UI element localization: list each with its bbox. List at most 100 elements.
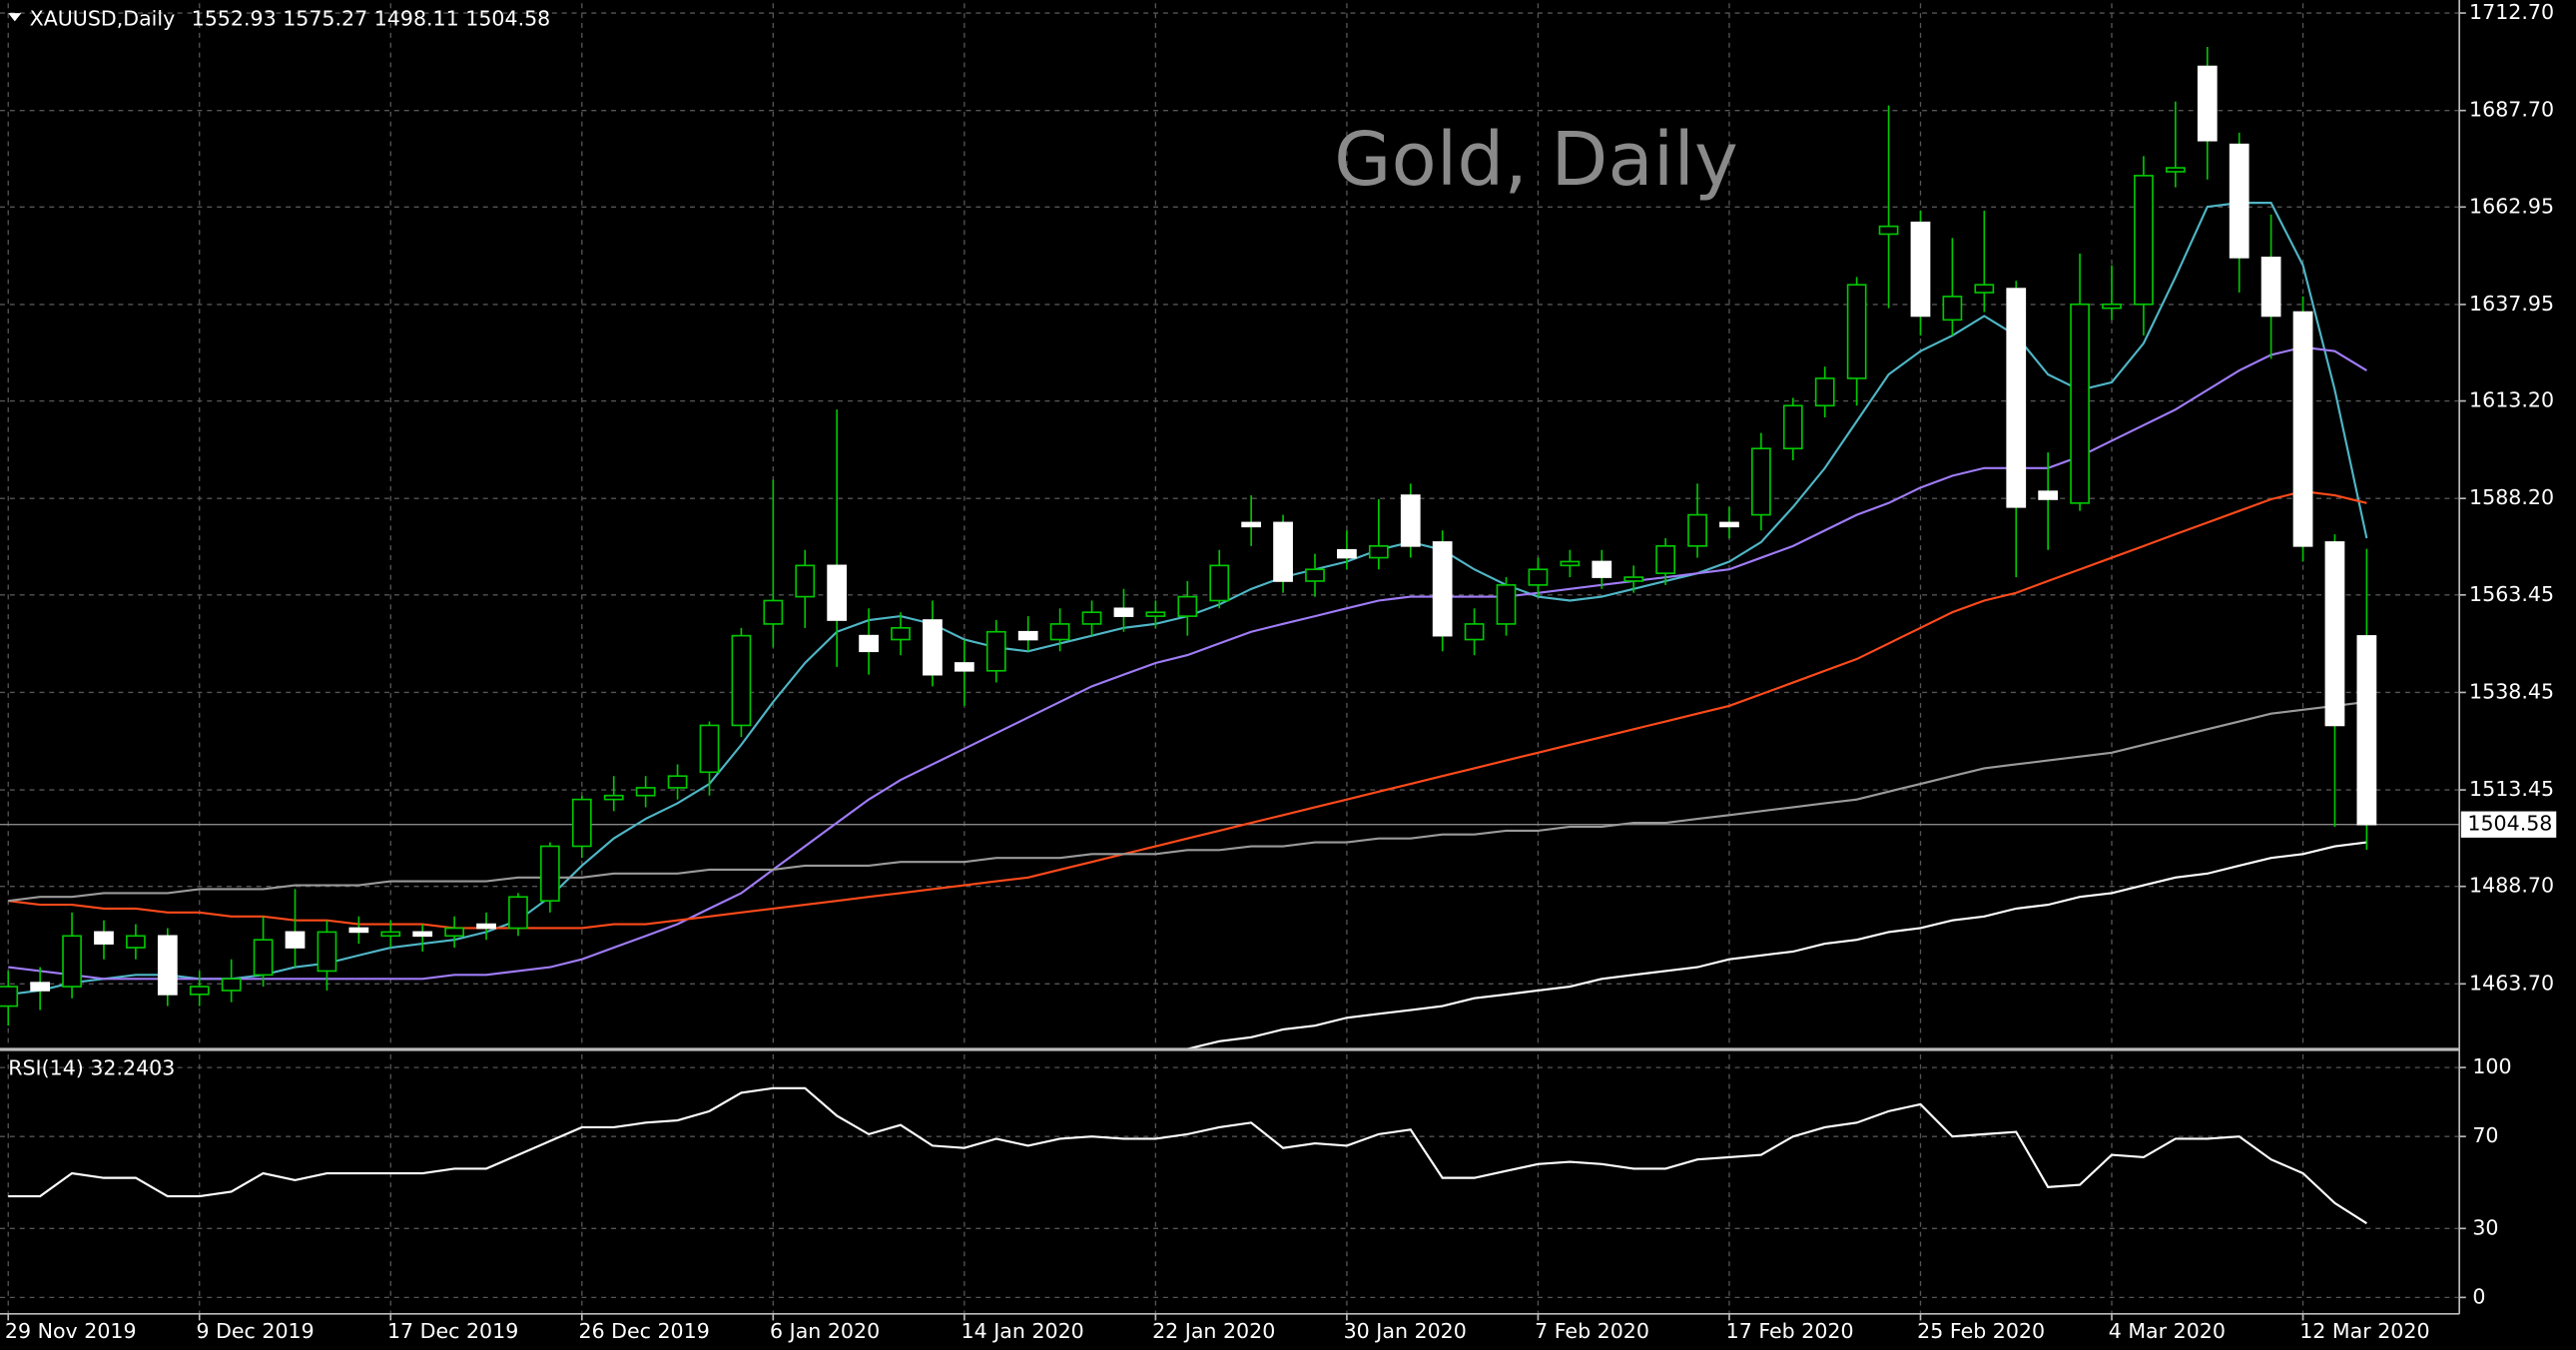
x-tick-label: 25 Feb 2020 [1917, 1319, 2045, 1343]
rsi-tick-label: 30 [2472, 1215, 2498, 1239]
candle-body [1687, 513, 1707, 547]
candle-body [1177, 595, 1198, 617]
candle-body [1017, 630, 1038, 641]
candle-body [1145, 611, 1166, 617]
candle-body [1337, 548, 1357, 559]
candle-body [1305, 568, 1325, 582]
moving-average [1187, 841, 2367, 1050]
y-tick-label: 1513.45 [2469, 777, 2554, 801]
high: 1575.27 [283, 7, 367, 31]
moving-average [8, 345, 2367, 981]
candle-body [253, 939, 274, 977]
candle-body [1751, 447, 1771, 516]
candle-body [1113, 607, 1134, 617]
rsi-label: RSI(14) [8, 1056, 84, 1080]
x-tick-label: 12 Mar 2020 [2299, 1319, 2429, 1343]
rsi-tick-label: 0 [2472, 1284, 2485, 1308]
candle-body [540, 845, 560, 902]
x-tick-label: 4 Mar 2020 [2109, 1319, 2226, 1343]
y-tick-label: 1588.20 [2469, 485, 2554, 509]
y-tick-label: 1463.70 [2469, 971, 2554, 995]
candle-body [1049, 623, 1070, 641]
candle-body [221, 978, 242, 992]
candle-body [1400, 494, 1421, 547]
candle-body [508, 896, 528, 930]
candle-body [0, 986, 19, 1008]
candle-body [731, 634, 752, 727]
candle-body [2134, 175, 2154, 306]
rsi-tick-label: 70 [2472, 1123, 2498, 1147]
candle-body [2006, 288, 2027, 508]
candle-body [2165, 167, 2186, 173]
candle-body [285, 931, 306, 949]
candle-body [126, 935, 146, 949]
low: 1498.11 [374, 7, 459, 31]
rsi-value: 32.2403 [90, 1056, 175, 1080]
candle-body [2324, 541, 2345, 727]
candle-body [1528, 568, 1549, 586]
candle-body [603, 794, 624, 801]
candle-body [1273, 521, 1293, 582]
x-tick-label: 30 Jan 2020 [1344, 1319, 1467, 1343]
candle-body [444, 927, 464, 938]
candle-body [94, 931, 114, 945]
candle-body [1719, 521, 1739, 528]
x-tick-label: 6 Jan 2020 [770, 1319, 880, 1343]
candle-body [1368, 545, 1389, 559]
candle-body [1496, 584, 1517, 625]
rsi-tick-label: 100 [2472, 1054, 2511, 1078]
candle-body [412, 931, 433, 938]
candle-body [1814, 377, 1835, 407]
candle-body [923, 619, 943, 676]
candle-body [317, 931, 337, 973]
candle-body [380, 931, 401, 938]
candle-body [2102, 303, 2122, 310]
x-tick-label: 17 Dec 2019 [387, 1319, 518, 1343]
y-tick-label: 1563.45 [2469, 582, 2554, 606]
candle-body [2292, 311, 2313, 547]
header: XAUUSD,Daily 1552.93 1575.27 1498.11 150… [30, 7, 551, 31]
candle-body [1623, 576, 1644, 582]
y-tick-label: 1613.20 [2469, 388, 2554, 412]
open: 1552.93 [192, 7, 277, 31]
candle-body [1592, 560, 1612, 578]
last-price-label: 1504.58 [2467, 812, 2552, 836]
candle-body [1241, 521, 1262, 528]
x-tick-label: 7 Feb 2020 [1535, 1319, 1649, 1343]
x-tick-label: 22 Jan 2020 [1152, 1319, 1275, 1343]
y-tick-label: 1637.95 [2469, 292, 2554, 316]
candle-body [635, 787, 656, 797]
candle-body [891, 627, 911, 641]
menu-triangle [8, 13, 22, 22]
candle-body [859, 634, 879, 653]
grid-layer [0, 3, 2460, 1314]
candle-body [1942, 296, 1963, 322]
x-tick-label: 26 Dec 2019 [579, 1319, 710, 1343]
x-tick-label: 9 Dec 2019 [196, 1319, 314, 1343]
candle-body [1560, 560, 1581, 567]
y-tick-label: 1662.95 [2469, 194, 2554, 218]
moving-average [8, 490, 2367, 930]
candle-body [827, 564, 848, 621]
x-tick-label: 17 Feb 2020 [1726, 1319, 1854, 1343]
chart-title: Gold, Daily [1334, 117, 1738, 203]
candle-body [2070, 303, 2090, 504]
candle-body [1782, 404, 1803, 450]
rsi-line [8, 1086, 2367, 1225]
moving-average [8, 700, 2367, 903]
candle-body [348, 927, 369, 934]
candle-body [699, 724, 720, 774]
candle-body [763, 599, 784, 625]
y-tick-label: 1712.70 [2469, 0, 2554, 24]
candle-body [571, 798, 592, 848]
last-price-box [2460, 811, 2557, 838]
candle-body [1974, 284, 1995, 294]
candle-body [30, 982, 51, 992]
candle-body [2229, 143, 2250, 259]
candle-body [476, 923, 496, 930]
y-tick-label: 1687.70 [2469, 98, 2554, 122]
candle-body [795, 564, 816, 598]
y-tick-label: 1488.70 [2469, 874, 2554, 898]
candle-body [2197, 65, 2218, 142]
